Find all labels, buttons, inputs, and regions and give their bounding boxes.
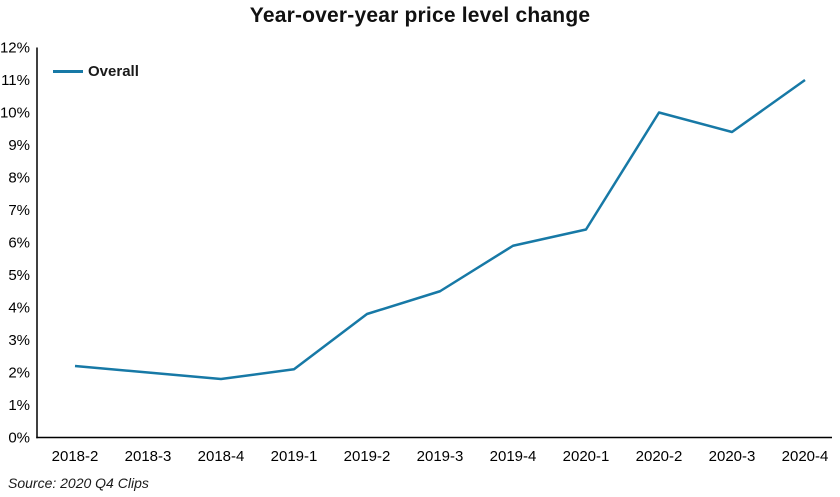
x-tick-label: 2020-1 (563, 448, 610, 465)
legend-series-label: Overall (88, 63, 139, 80)
y-tick-label: 8% (8, 170, 30, 187)
x-tick-label: 2020-4 (782, 448, 829, 465)
x-tick-label: 2018-3 (125, 448, 172, 465)
x-tick-label: 2018-2 (52, 448, 99, 465)
x-tick-label: 2019-1 (271, 448, 318, 465)
source-note: Source: 2020 Q4 Clips (8, 475, 149, 491)
y-tick-label: 1% (8, 397, 30, 414)
x-tick-label: 2020-2 (636, 448, 683, 465)
y-tick-label: 4% (8, 300, 30, 317)
legend: Overall (53, 63, 139, 80)
x-tick-label: 2018-4 (198, 448, 245, 465)
x-tick-label: 2020-3 (709, 448, 756, 465)
y-tick-label: 11% (1, 72, 30, 89)
plot-area: 0% 1% 2% 3% 4% 5% 6% 7% 8% 9% 10% 11% 12% 2018-2 2018-… (0, 40, 832, 465)
y-tick-label: 0% (8, 430, 30, 447)
x-tick-label: 2019-3 (417, 448, 464, 465)
y-tick-label: 2% (8, 365, 30, 382)
chart-title: Year-over-year price level change (249, 4, 591, 27)
y-tick-label: 3% (8, 332, 30, 349)
y-tick-label: 7% (8, 202, 30, 219)
y-tick-label: 6% (8, 235, 30, 252)
y-tick-label: 10% (0, 105, 30, 122)
x-tick-label: 2019-2 (344, 448, 391, 465)
y-tick-label: 5% (8, 267, 30, 284)
y-tick-label: 12% (0, 40, 30, 57)
series-line-overall (74, 78, 806, 381)
x-tick-label: 2019-4 (490, 448, 537, 465)
y-tick-label: 9% (8, 137, 30, 154)
legend-line-swatch (53, 70, 83, 73)
